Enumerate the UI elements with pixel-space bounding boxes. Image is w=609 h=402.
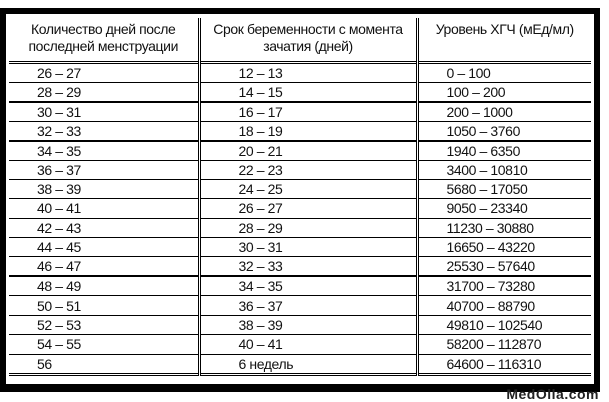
cell-hcg-level: 31700 – 73280 [446,278,536,295]
cell-hcg-level: 49810 – 102540 [446,317,543,334]
cell-gestation-days: 12 – 13 [199,62,419,82]
cell-days-since-period: 32 – 33 [9,121,201,141]
cell-gestation-days: 14 – 15 [199,82,419,102]
table-row: 38 – 39 24 – 25 5680 – 17050 [9,179,591,199]
cell-hcg-level: 1050 – 3760 [446,122,521,139]
cell-hcg-level: 64600 – 116310 [446,355,542,372]
cell-gestation-days: 6 недель [199,354,419,375]
cell-days-since-period: 46 – 47 [9,256,201,277]
table-row: 48 – 49 34 – 35 31700 – 73280 [9,276,591,296]
hcg-table: Количество дней после последней менструа… [9,18,591,376]
header-gestation-days: Срок беременности с момента зачатия (дне… [199,18,419,62]
cell-days-since-period: 26 – 27 [9,62,201,82]
cell-gestation-days: 36 – 37 [199,295,419,316]
header-days-since-period: Количество дней после последней менструа… [9,18,201,62]
cell-days-since-period: 54 – 55 [9,334,201,355]
table-row: 30 – 31 16 – 17 200 – 1000 [9,101,591,121]
cell-days-since-period: 34 – 35 [9,140,201,160]
cell-gestation-days: 30 – 31 [199,237,419,257]
table-row: 36 – 37 22 – 23 3400 – 10810 [9,160,591,180]
cell-gestation-days: 34 – 35 [199,276,419,296]
cell-days-since-period: 50 – 51 [9,295,201,316]
watermark: MedOlla.com [506,386,599,402]
header-hcg-level: Уровень ХГЧ (мЕд/мл) [435,21,575,37]
cell-days-since-period: 52 – 53 [9,315,201,335]
cell-hcg-level: 40700 – 88790 [446,297,536,314]
cell-days-since-period: 56 [9,354,201,375]
table-body: 26 – 27 12 – 13 0 – 100 28 – 29 14 – 15 100 –… [9,62,591,375]
table-row: 46 – 47 32 – 33 25530 – 57640 [9,256,591,277]
cell-hcg-level: 200 – 1000 [446,103,513,120]
cell-days-since-period: 30 – 31 [9,101,201,121]
cell-gestation-days: 24 – 25 [199,179,419,199]
cell-days-since-period: 36 – 37 [9,160,201,180]
table-row: 40 – 41 26 – 27 9050 – 23340 [9,198,591,219]
cell-gestation-days: 16 – 17 [199,101,419,121]
table-row: 54 – 55 40 – 41 58200 – 112870 [9,334,591,355]
cell-hcg-level: 58200 – 112870 [446,336,542,353]
cell-hcg-level: 25530 – 57640 [446,258,536,275]
cell-days-since-period: 42 – 43 [9,218,201,238]
table-frame: Количество дней после последней менструа… [0,8,600,392]
cell-gestation-days: 32 – 33 [199,256,419,277]
table-container: Количество дней после последней менструа… [6,14,594,384]
table-row: 52 – 53 38 – 39 49810 – 102540 [9,315,591,335]
cell-days-since-period: 38 – 39 [9,179,201,199]
cell-gestation-days: 40 – 41 [199,334,419,355]
cell-hcg-level: 9050 – 23340 [446,200,528,217]
cell-days-since-period: 44 – 45 [9,237,201,257]
table-row: 32 – 33 18 – 19 1050 – 3760 [9,121,591,141]
cell-gestation-days: 22 – 23 [199,160,419,180]
table-row: 56 6 недель 64600 – 116310 [9,354,591,375]
table-row: 34 – 35 20 – 21 1940 – 6350 [9,140,591,160]
cell-gestation-days: 20 – 21 [199,140,419,160]
cell-hcg-level: 1940 – 6350 [446,142,521,159]
table-row: 50 – 51 36 – 37 40700 – 88790 [9,295,591,316]
table-row: 42 – 43 28 – 29 11230 – 30880 [9,218,591,238]
cell-hcg-level: 3400 – 10810 [446,161,528,178]
cell-gestation-days: 28 – 29 [199,218,419,238]
table-row: 26 – 27 12 – 13 0 – 100 [9,62,591,82]
table-row: 28 – 29 14 – 15 100 – 200 [9,82,591,102]
cell-days-since-period: 28 – 29 [9,82,201,102]
table-row: 44 – 45 30 – 31 16650 – 43220 [9,237,591,257]
cell-hcg-level: 0 – 100 [446,64,491,81]
cell-gestation-days: 18 – 19 [199,121,419,141]
cell-hcg-level: 11230 – 30880 [446,219,535,236]
cell-gestation-days: 26 – 27 [199,198,419,219]
cell-hcg-level: 5680 – 17050 [446,181,528,198]
cell-hcg-level: 16650 – 43220 [446,239,536,256]
cell-gestation-days: 38 – 39 [199,315,419,335]
cell-days-since-period: 48 – 49 [9,276,201,296]
cell-hcg-level: 100 – 200 [446,83,506,100]
header-row: Количество дней после последней менструа… [9,18,591,62]
cell-days-since-period: 40 – 41 [9,198,201,219]
